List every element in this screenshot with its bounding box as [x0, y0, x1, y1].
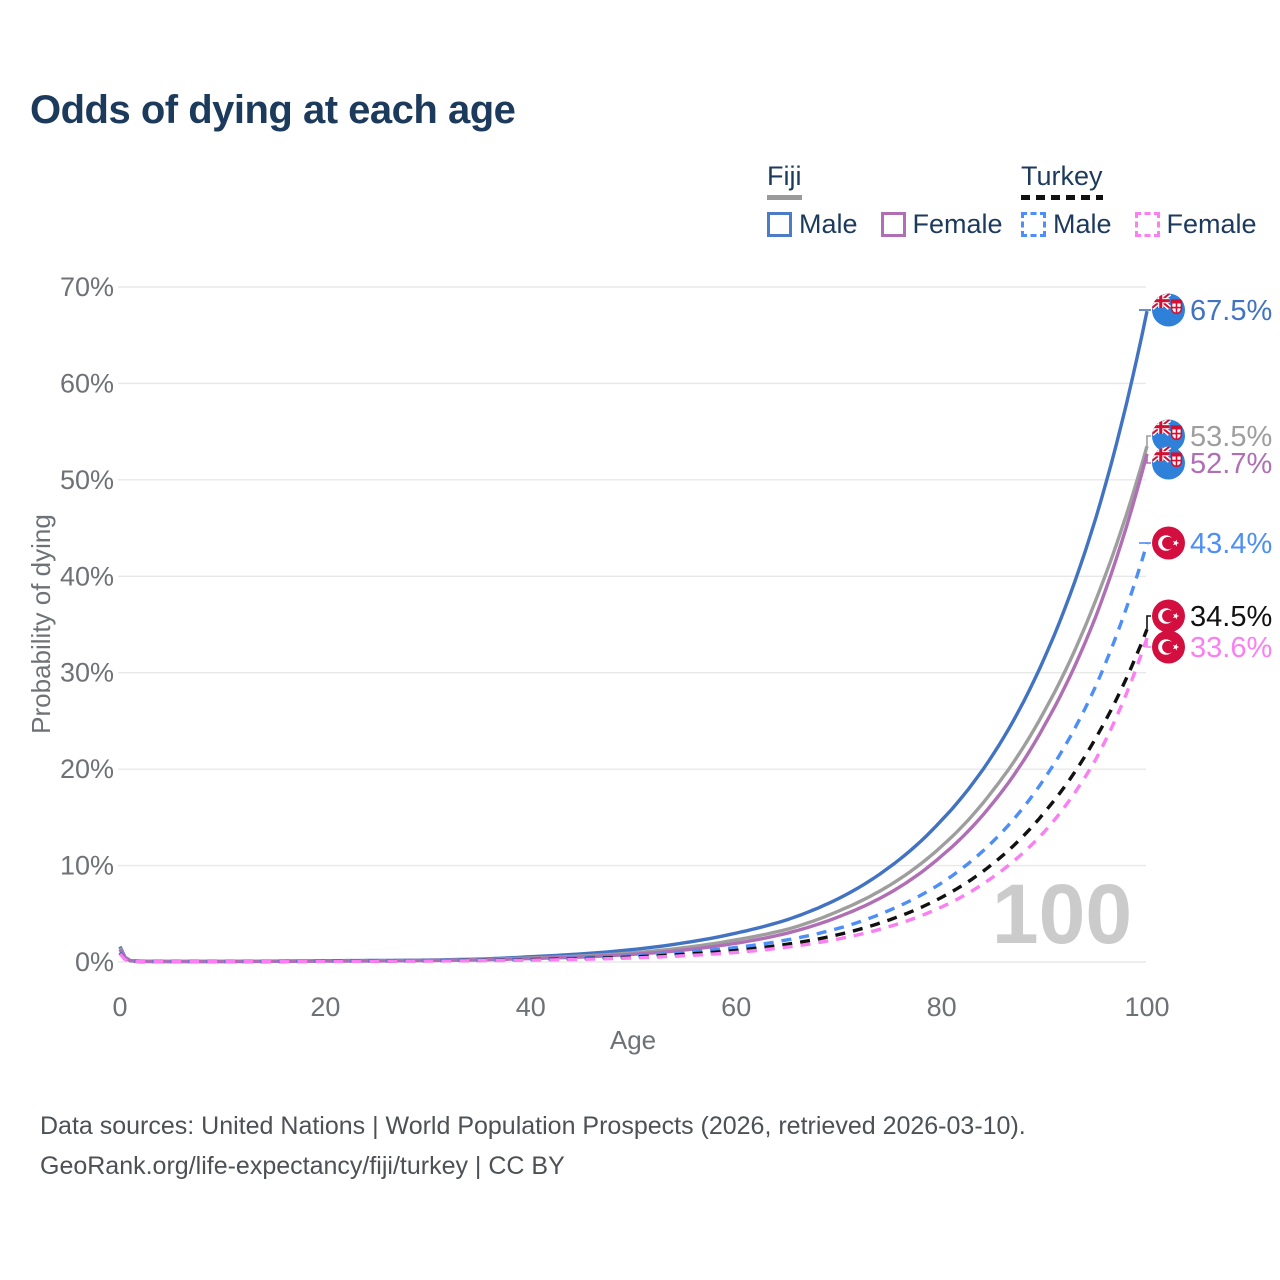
y-tick-label: 40% — [60, 561, 114, 591]
legend-item-fiji-female[interactable]: Female — [880, 209, 1003, 240]
legend-country-turkey[interactable]: Turkey — [1021, 161, 1103, 200]
legend-group-turkey: Turkey Male Female — [1021, 161, 1257, 240]
series-line-turkey-female — [118, 637, 1149, 964]
legend-item-turkey-male[interactable]: Male — [1021, 209, 1112, 240]
series-line-fiji-female — [118, 453, 1149, 964]
turkey-male-swatch-icon — [1021, 212, 1046, 237]
y-tick-label: 30% — [60, 658, 114, 688]
legend-country-fiji-label: Fiji — [767, 161, 802, 191]
legend-item-label: Female — [1166, 209, 1257, 239]
footer-source-line: Data sources: United Nations | World Pop… — [40, 1112, 1026, 1140]
end-label-turkey-female: 33.6% — [1190, 632, 1272, 664]
legend-item-turkey-female[interactable]: Female — [1134, 209, 1257, 240]
page-title: Odds of dying at each age — [30, 88, 516, 132]
end-label-fiji-female: 52.7% — [1190, 448, 1272, 480]
end-label-connector-turkey — [1146, 615, 1151, 630]
fiji-flag-icon — [1152, 447, 1185, 480]
x-tick-label: 60 — [721, 992, 751, 1022]
y-tick-label: 70% — [60, 272, 114, 302]
turkey-flag-icon — [1152, 526, 1185, 560]
turkey-flag-icon — [1152, 630, 1185, 664]
series-line-fiji-male — [118, 310, 1149, 964]
x-tick-label: 20 — [310, 992, 340, 1022]
end-label-connector-fiji-female — [1146, 453, 1151, 464]
legend-item-label: Male — [1053, 209, 1112, 239]
end-label-turkey: 34.5% — [1190, 601, 1272, 633]
x-tick-label: 100 — [1124, 992, 1169, 1022]
fiji-solid-line-swatch — [767, 195, 802, 200]
turkey-flag-icon — [1152, 599, 1185, 633]
x-axis-title: Age — [610, 1025, 656, 1055]
x-tick-label: 0 — [112, 992, 127, 1022]
footer-url-line[interactable]: GeoRank.org/life-expectancy/fiji/turkey … — [40, 1152, 565, 1180]
fiji-flag-icon — [1152, 294, 1185, 327]
series-line-turkey — [118, 628, 1149, 964]
legend-country-fiji[interactable]: Fiji — [767, 161, 802, 200]
end-label-connector-turkey-female — [1146, 638, 1151, 648]
end-label-turkey-male: 43.4% — [1190, 528, 1272, 560]
x-tick-label: 80 — [927, 992, 957, 1022]
footer: Data sources: United Nations | World Pop… — [40, 1106, 1026, 1186]
y-tick-label: 10% — [60, 851, 114, 881]
legend-item-fiji-male[interactable]: Male — [767, 209, 858, 240]
legend-item-label: Male — [799, 209, 858, 239]
x-tick-label: 40 — [516, 992, 546, 1022]
end-label-fiji: 53.5% — [1190, 421, 1272, 453]
y-tick-label: 0% — [75, 947, 114, 977]
turkey-female-swatch-icon — [1134, 212, 1160, 237]
legend-group-fiji: Fiji Male Female — [767, 161, 1003, 240]
y-axis-title: Probability of dying — [26, 514, 56, 734]
turkey-dashed-line-swatch — [1021, 195, 1103, 200]
y-tick-label: 20% — [60, 754, 114, 784]
legend-item-label: Female — [912, 209, 1003, 239]
fiji-female-swatch-icon — [880, 212, 906, 237]
y-tick-label: 50% — [60, 465, 114, 495]
end-label-fiji-male: 67.5% — [1190, 295, 1272, 327]
end-label-connector-fiji — [1146, 435, 1151, 447]
fiji-male-swatch-icon — [767, 212, 792, 237]
legend-country-turkey-label: Turkey — [1021, 161, 1103, 191]
age-watermark: 100 — [992, 867, 1132, 961]
y-tick-label: 60% — [60, 368, 114, 398]
